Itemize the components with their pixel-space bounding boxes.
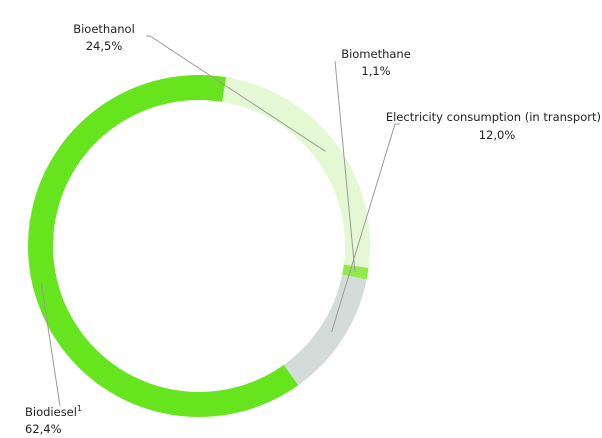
leader-lines bbox=[40, 35, 400, 407]
leader-line-biomethane bbox=[334, 60, 356, 272]
slice-label-biomethane: Biomethane bbox=[341, 47, 411, 61]
biodiesel-name: Biodiesel bbox=[25, 405, 77, 419]
leader-line-biodiesel bbox=[40, 282, 61, 407]
leader-line-bioethanol bbox=[146, 35, 326, 152]
slice-label-electricity: Electricity consumption (in transport) bbox=[386, 110, 601, 124]
slice-value-biodiesel: 62,4% bbox=[25, 422, 62, 436]
slice-value-biomethane: 1,1% bbox=[361, 64, 390, 78]
biodiesel-footnote: 1 bbox=[77, 404, 82, 413]
slice-electricity bbox=[283, 274, 367, 386]
slice-value-electricity: 12,0% bbox=[479, 128, 516, 142]
leader-line-electricity bbox=[331, 123, 400, 332]
slice-label-biodiesel: Biodiesel1 bbox=[25, 404, 82, 419]
slice-bioethanol bbox=[222, 77, 370, 268]
slice-value-bioethanol: 24,5% bbox=[86, 39, 123, 53]
slice-biodiesel bbox=[27, 74, 299, 417]
donut-slices bbox=[27, 74, 370, 417]
slice-label-bioethanol: Bioethanol bbox=[73, 22, 135, 36]
